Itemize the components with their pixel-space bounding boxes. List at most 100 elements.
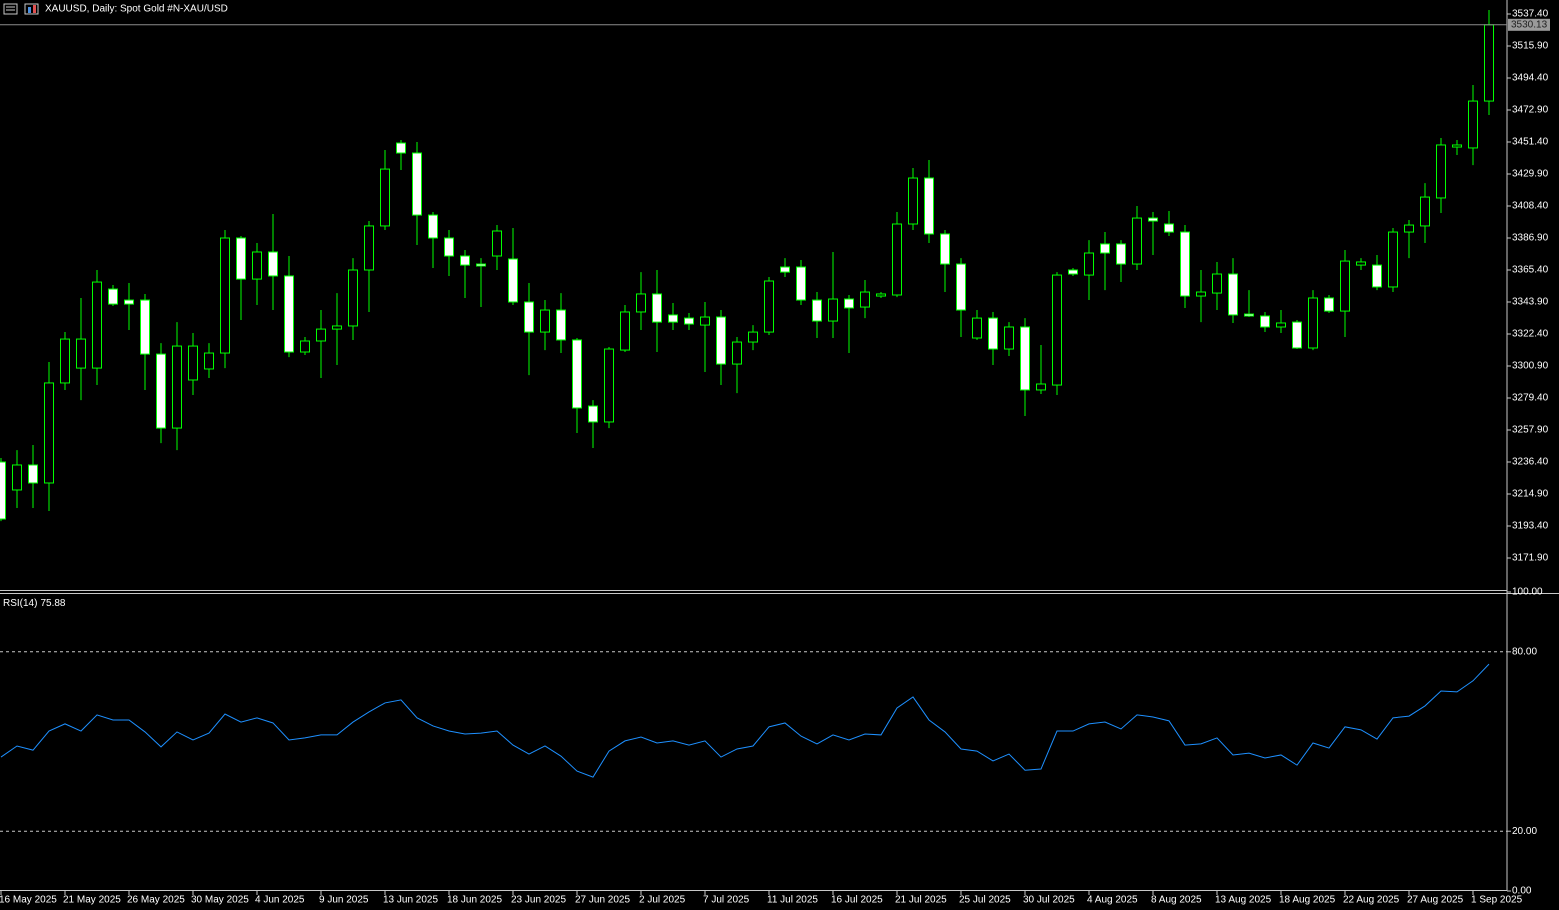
candle-body xyxy=(412,152,422,216)
y-tick-label: 0.00 xyxy=(1512,886,1532,897)
candle-body xyxy=(1116,243,1126,265)
y-tick-label: 3408.40 xyxy=(1512,201,1549,212)
candle-body xyxy=(12,464,22,491)
x-tick-label: 7 Jul 2025 xyxy=(703,895,750,906)
y-tick-label: 3537.40 xyxy=(1512,9,1549,20)
candle-body xyxy=(396,142,406,154)
candle-body xyxy=(956,263,966,311)
candle-body xyxy=(76,338,86,369)
candle-body xyxy=(1244,313,1254,317)
candle-body xyxy=(1436,144,1446,199)
candle-body xyxy=(428,214,438,239)
y-tick-label: 3193.40 xyxy=(1512,521,1549,532)
candle-body xyxy=(156,353,166,429)
candle-body xyxy=(1420,196,1430,227)
candle-body xyxy=(1148,217,1158,222)
candle-body xyxy=(364,225,374,271)
candle-body xyxy=(1452,144,1462,148)
candle-body xyxy=(1276,322,1286,328)
candle-body xyxy=(1004,326,1014,350)
candle-body xyxy=(1372,264,1382,288)
candle-body xyxy=(1132,217,1142,265)
candle-body xyxy=(60,338,70,384)
x-tick-label: 4 Jun 2025 xyxy=(255,895,305,906)
y-tick-label: 80.00 xyxy=(1512,646,1537,657)
y-tick-label: 3343.90 xyxy=(1512,297,1549,308)
y-tick-label: 3451.40 xyxy=(1512,137,1549,148)
x-tick-label: 1 Sep 2025 xyxy=(1471,895,1523,906)
candle-body xyxy=(524,301,534,333)
y-tick-label: 3515.90 xyxy=(1512,41,1549,52)
candle-body xyxy=(300,340,310,353)
y-tick-label: 100.00 xyxy=(1512,587,1543,598)
candle-body xyxy=(588,405,598,423)
candle-body xyxy=(940,233,950,265)
candle-body xyxy=(1020,326,1030,391)
candle-body xyxy=(556,309,566,341)
chart-icon[interactable] xyxy=(24,3,39,15)
candle-body xyxy=(204,352,214,370)
candle-body xyxy=(444,237,454,257)
candle-body xyxy=(252,251,262,280)
candle-body xyxy=(108,288,118,305)
y-tick-label: 3322.40 xyxy=(1512,329,1549,340)
candle-body xyxy=(1356,261,1366,266)
candle-body xyxy=(1292,321,1302,349)
candle-body xyxy=(540,309,550,333)
candle-body xyxy=(860,291,870,308)
candle-body xyxy=(172,345,182,429)
candle-body xyxy=(652,293,662,323)
candle-body xyxy=(140,299,150,355)
candle-body xyxy=(44,382,54,484)
candle-body xyxy=(700,316,710,326)
chart-icon-bar xyxy=(33,5,36,13)
candle-body xyxy=(220,237,230,354)
candle-body xyxy=(1180,231,1190,297)
y-tick-label: 3236.40 xyxy=(1512,457,1549,468)
candle-body xyxy=(764,280,774,333)
candle-body xyxy=(620,311,630,351)
candle-body xyxy=(876,293,886,297)
x-tick-label: 11 Jul 2025 xyxy=(767,895,818,906)
x-tick-label: 18 Jun 2025 xyxy=(447,895,502,906)
candle-body xyxy=(1052,274,1062,386)
x-tick-label: 16 May 2025 xyxy=(0,895,57,906)
x-tick-label: 26 May 2025 xyxy=(127,895,185,906)
x-tick-label: 18 Aug 2025 xyxy=(1279,895,1336,906)
current-price-label: 3530.13 xyxy=(1511,19,1548,30)
candle-body xyxy=(1164,223,1174,233)
x-tick-label: 25 Jul 2025 xyxy=(959,895,1011,906)
candle-body xyxy=(636,293,646,313)
menu-icon[interactable] xyxy=(3,3,18,15)
candle-body xyxy=(92,281,102,369)
candle-body xyxy=(1404,224,1414,233)
candle-body xyxy=(1324,297,1334,312)
y-tick-label: 3171.90 xyxy=(1512,553,1549,564)
y-tick-label: 3257.90 xyxy=(1512,425,1549,436)
candle-body xyxy=(492,230,502,257)
candle-body xyxy=(236,237,246,280)
x-tick-label: 30 May 2025 xyxy=(191,895,249,906)
candle-body xyxy=(988,317,998,350)
candle-body xyxy=(124,299,134,305)
candles xyxy=(0,9,1494,522)
y-tick-label: 3214.90 xyxy=(1512,489,1549,500)
chart-menu-icons[interactable] xyxy=(3,3,39,15)
candle-body xyxy=(1308,297,1318,349)
chart-title: XAUUSD, Daily: Spot Gold #N-XAU/USD xyxy=(45,4,228,15)
candle-body xyxy=(748,331,758,343)
candle-body xyxy=(812,299,822,322)
candle-body xyxy=(1036,383,1046,391)
y-tick-label: 3386.90 xyxy=(1512,233,1549,244)
candle-body xyxy=(1388,231,1398,288)
x-tick-label: 23 Jun 2025 xyxy=(511,895,566,906)
y-tick-label: 3279.40 xyxy=(1512,393,1549,404)
current-price-box xyxy=(1508,18,1550,31)
candle-body xyxy=(1228,273,1238,316)
y-tick-label: 3494.40 xyxy=(1512,73,1549,84)
candle-body xyxy=(908,177,918,225)
rsi-line xyxy=(0,663,1490,778)
y-tick-label: 20.00 xyxy=(1512,826,1537,837)
candle-body xyxy=(1484,24,1494,102)
